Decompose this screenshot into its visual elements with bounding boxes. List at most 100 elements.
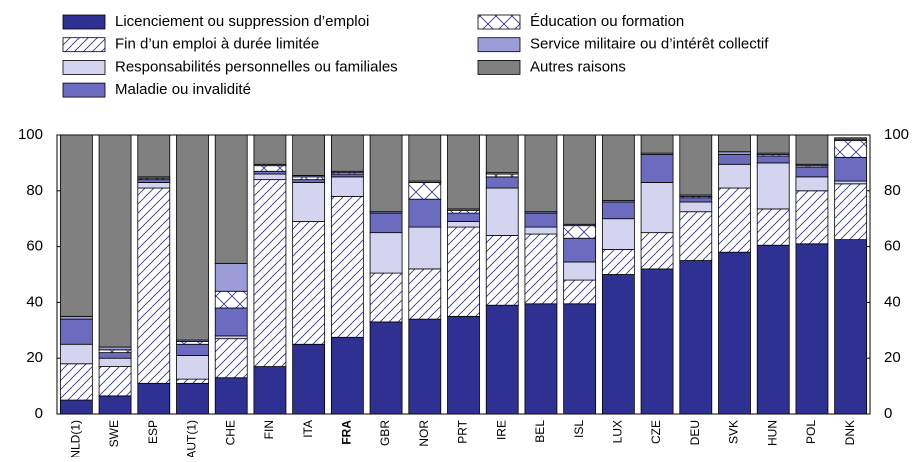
bar-segment <box>214 262 248 292</box>
bar-segment <box>795 134 829 165</box>
bar-segment <box>640 134 674 154</box>
x-tick-label: LUX <box>611 420 625 443</box>
legend-swatch <box>477 14 521 30</box>
bar-segment <box>601 248 635 275</box>
bar-segment <box>214 134 248 264</box>
bar-segment <box>292 179 326 183</box>
bar-segment <box>59 343 93 365</box>
bar-segment <box>408 182 442 200</box>
bar-segment <box>408 198 442 228</box>
bar-segment <box>369 212 403 234</box>
bar-segment <box>59 363 93 401</box>
bar-segment <box>98 349 132 354</box>
legend-swatch <box>62 60 106 75</box>
x-tick-label: SVK <box>727 420 741 444</box>
bar-segment <box>176 355 209 380</box>
bar-segment <box>408 134 442 182</box>
bar-segment <box>98 352 132 359</box>
bar-segment <box>408 268 442 320</box>
bar-segment <box>137 382 171 415</box>
bar-segment <box>834 239 868 415</box>
bar-segment <box>834 156 868 182</box>
bar-segment <box>601 201 635 220</box>
bar-segment <box>369 232 403 274</box>
bar-segment <box>834 140 868 158</box>
x-tick-label: FIN <box>262 420 276 439</box>
bar-segment <box>253 134 287 165</box>
bar-segment <box>176 382 209 415</box>
bar-segment <box>601 274 635 415</box>
bar-segment <box>485 176 519 189</box>
bar-segment <box>563 279 597 305</box>
y2-tick-label: 80 <box>884 182 901 199</box>
bar-segment <box>214 335 248 340</box>
x-tick-label: FRA <box>340 420 354 445</box>
y2-tick-label: 20 <box>884 349 901 366</box>
y-tick-label: 40 <box>26 293 43 310</box>
bar-segment <box>253 165 287 172</box>
bar-segment <box>640 154 674 183</box>
bar-segment <box>640 268 674 415</box>
legend-label: Service militaire ou d’intérêt collectif <box>530 36 769 53</box>
legend-label: Fin d’un emploi à durée limitée <box>115 36 319 53</box>
legend-label: Éducation ou formation <box>530 13 684 30</box>
bar-segment <box>98 357 132 367</box>
bar-segment <box>756 162 790 210</box>
y2-tick-label: 60 <box>884 238 901 255</box>
bar-segment <box>718 134 751 153</box>
x-tick-label: ISL <box>572 420 586 438</box>
bar-segment <box>214 307 248 337</box>
bar-segment <box>369 134 403 213</box>
bar-segment <box>485 304 519 415</box>
bar-segment <box>59 134 93 317</box>
bar-segment <box>601 218 635 250</box>
bar-segment <box>795 166 829 178</box>
y2-tick-label: 0 <box>884 405 892 422</box>
bar-segment <box>524 233 558 305</box>
bar-segment <box>718 163 751 189</box>
legend-swatch <box>62 37 106 53</box>
bar-segment <box>447 209 480 214</box>
bar-segment <box>59 399 93 415</box>
bar-segment <box>834 180 868 185</box>
bar-segment <box>447 226 480 317</box>
x-tick-label: BEL <box>533 420 547 443</box>
bar-segment <box>176 134 209 341</box>
bar-segment <box>640 182 674 234</box>
bar-segment <box>98 134 132 348</box>
legend-label: Responsabilités personnelles ou familial… <box>115 58 398 75</box>
bar-segment <box>718 151 751 155</box>
x-tick-label: CZE <box>649 420 663 444</box>
legend-swatch <box>62 82 106 98</box>
bar-segment <box>756 244 790 415</box>
bar-segment <box>292 182 326 222</box>
y2-tick-label: 40 <box>884 293 901 310</box>
bar-segment <box>640 232 674 270</box>
bar-segment <box>137 134 171 178</box>
bar-segment <box>795 176 829 192</box>
bar-segment <box>447 212 480 222</box>
bar-segment <box>330 195 364 338</box>
bar-segment <box>485 134 519 174</box>
bar-segment <box>292 176 326 181</box>
legend-label: Autres raisons <box>530 58 626 75</box>
x-tick-label: POL <box>804 420 818 444</box>
bar-segment <box>834 137 868 140</box>
bar-segment <box>524 303 558 415</box>
bar-segment <box>176 341 209 345</box>
bar-segment <box>563 225 597 239</box>
x-tick-label: NLD(1) <box>69 420 83 457</box>
bar-segment <box>447 134 480 210</box>
bar-segment <box>214 377 248 415</box>
bar-segment <box>601 134 635 201</box>
bar-segment <box>485 235 519 306</box>
bar-segment <box>795 190 829 245</box>
bar-segment <box>369 321 403 415</box>
bar-segment <box>834 183 868 241</box>
bar-segment <box>292 343 326 415</box>
bar-segment <box>563 261 597 281</box>
bar-segment <box>524 226 558 235</box>
x-tick-label: CHE <box>223 420 237 445</box>
bar-segment <box>524 212 558 228</box>
